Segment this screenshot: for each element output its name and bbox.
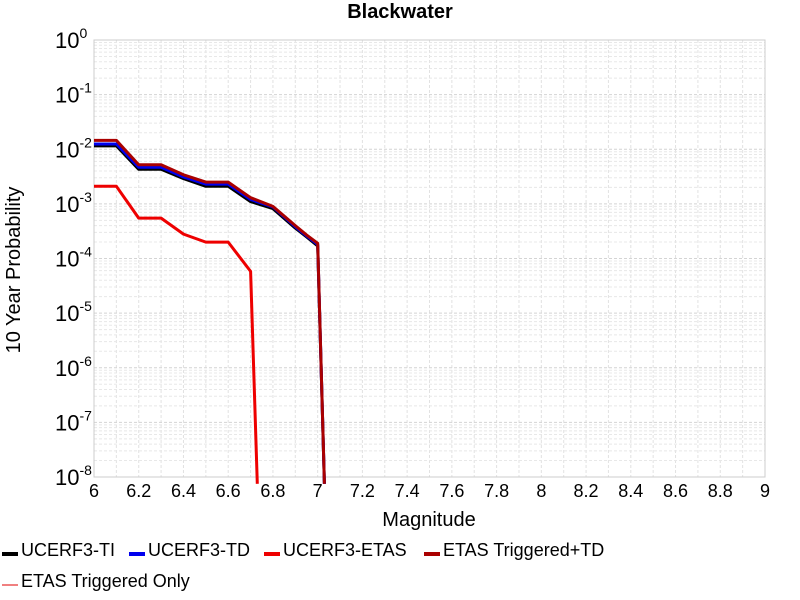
plot-area-border: [93, 39, 766, 478]
y-axis-label: 10 Year Probability: [3, 187, 25, 354]
y-tick-exponent: -3: [79, 189, 92, 205]
y-tick-base: 10: [55, 83, 79, 108]
y-tick-label: 100: [55, 25, 87, 53]
y-tick-base: 10: [55, 465, 79, 490]
y-tick-label: 10-7: [55, 407, 92, 435]
series-layer: [94, 138, 326, 484]
y-tick-base: 10: [55, 192, 79, 217]
y-tick-label: 10-3: [55, 189, 92, 217]
x-tick-label: 7.4: [395, 481, 420, 501]
x-tick-label: 6.2: [126, 481, 151, 501]
x-tick-label: 8: [536, 481, 546, 501]
y-tick-label: 10-1: [55, 80, 92, 108]
y-tick-exponent: -8: [79, 462, 92, 478]
x-tick-label: 7: [313, 481, 323, 501]
y-tick-exponent: -2: [79, 134, 92, 150]
y-tick-base: 10: [55, 137, 79, 162]
x-tick-labels: 6 6.2 6.4 6.6 6.8 7 7.2 7.4 7.6 7.8 8 8.2 8.4 8.6 8.8 9: [89, 481, 770, 501]
legend-label: ETAS Triggered Only: [21, 571, 190, 591]
y-tick-exponent: 0: [79, 25, 87, 41]
y-tick-label: 10-5: [55, 298, 92, 326]
y-tick-base: 10: [55, 356, 79, 381]
y-tick-base: 10: [55, 301, 79, 326]
x-tick-label: 8.6: [663, 481, 688, 501]
y-tick-label: 10-2: [55, 134, 92, 162]
legend-label: UCERF3-ETAS: [283, 540, 407, 560]
y-tick-exponent: -5: [79, 298, 92, 314]
y-tick-label: 10-6: [55, 353, 92, 381]
series-line-2: [94, 184, 259, 484]
chart-title: Blackwater: [347, 1, 453, 23]
x-tick-label: 8.8: [708, 481, 733, 501]
legend: UCERF3-TI UCERF3-TD UCERF3-ETAS ETAS Trigge…: [2, 540, 604, 591]
legend-label: ETAS Triggered+TD: [443, 540, 604, 560]
y-tick-base: 10: [55, 247, 79, 272]
legend-label: UCERF3-TI: [21, 540, 115, 560]
x-tick-label: 6.8: [260, 481, 285, 501]
x-tick-label: 6: [89, 481, 99, 501]
y-tick-base: 10: [55, 28, 79, 53]
y-tick-label: 10-4: [55, 244, 92, 272]
legend-label: UCERF3-TD: [148, 540, 250, 560]
x-tick-label: 7.6: [439, 481, 464, 501]
y-tick-exponent: -4: [79, 244, 92, 260]
y-tick-exponent: -7: [79, 407, 92, 423]
y-tick-exponent: -1: [79, 80, 92, 96]
x-tick-label: 7.2: [350, 481, 375, 501]
x-tick-label: 8.2: [574, 481, 599, 501]
x-tick-label: 7.8: [484, 481, 509, 501]
x-tick-label: 6.6: [216, 481, 241, 501]
y-tick-base: 10: [55, 410, 79, 435]
x-axis-label: Magnitude: [382, 509, 475, 531]
y-tick-label: 10-8: [55, 462, 92, 490]
x-tick-label: 8.4: [618, 481, 643, 501]
x-tick-label: 9: [760, 481, 770, 501]
series-line-3: [94, 138, 326, 484]
y-tick-exponent: -6: [79, 353, 92, 369]
x-tick-label: 6.4: [171, 481, 196, 501]
